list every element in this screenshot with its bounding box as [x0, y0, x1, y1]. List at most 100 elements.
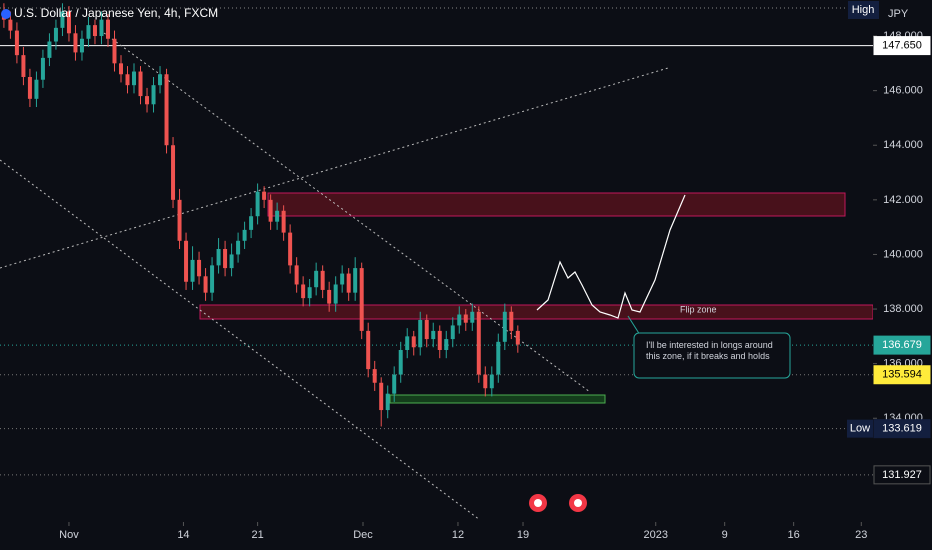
candle-body — [385, 393, 390, 411]
candle-body — [450, 325, 455, 340]
callout-pointer — [627, 315, 641, 336]
candle-body — [236, 240, 241, 255]
price-badge: 135.594 — [882, 369, 922, 381]
candle-body — [242, 229, 247, 241]
candle-body — [27, 76, 32, 99]
candle-body — [411, 336, 416, 348]
y-tick-label: 140.000 — [883, 248, 923, 260]
y-tick-label: 146.000 — [883, 85, 923, 97]
annotation: Flip zone — [680, 304, 717, 314]
candle-body — [138, 71, 143, 97]
candle-body — [268, 199, 273, 222]
price-badge: 133.619 — [882, 423, 922, 435]
candle-body — [424, 319, 429, 340]
candle-body — [314, 270, 319, 288]
candle-body — [327, 289, 332, 304]
candle-body — [405, 336, 410, 351]
candle-body — [203, 276, 208, 293]
candle-body — [418, 319, 423, 348]
candle-body — [118, 63, 123, 75]
candle-body — [353, 268, 358, 293]
candle-body — [79, 38, 84, 53]
y-tick-label: 138.000 — [883, 303, 923, 315]
callout: I'll be interested in longs around this … — [646, 340, 773, 361]
candle-body — [223, 248, 228, 269]
y-tick-label: 144.000 — [883, 139, 923, 151]
trend-line — [0, 67, 669, 269]
candle-body — [197, 259, 202, 277]
flip-zone — [199, 304, 874, 320]
currency: JPY — [888, 8, 909, 20]
callout-text: I'll be interested in longs around this … — [646, 340, 773, 361]
event-icon — [534, 499, 542, 507]
candle-body — [275, 210, 280, 222]
price-badge: 136.679 — [882, 339, 922, 351]
high-badge: High — [852, 4, 875, 16]
candle-body — [294, 265, 299, 285]
candle-body — [132, 71, 137, 86]
candle-body — [47, 41, 52, 58]
callout-box — [633, 332, 791, 379]
candle-body — [307, 287, 312, 299]
candle-body — [463, 314, 468, 323]
channel-line — [0, 159, 481, 521]
candle-body — [92, 25, 97, 37]
candle-body — [489, 374, 494, 389]
price-badge-box — [873, 419, 931, 439]
x-tick-label: 12 — [452, 529, 464, 541]
candle-body — [216, 248, 221, 266]
candle-body — [53, 27, 58, 42]
candle-body — [34, 79, 39, 99]
x-tick-label: 23 — [855, 529, 867, 541]
candle-body — [40, 57, 45, 80]
candle-body — [483, 374, 488, 389]
candle-body — [125, 74, 130, 86]
candle-body — [301, 284, 306, 299]
candle-body — [496, 341, 501, 375]
candle-body — [151, 85, 156, 105]
candle-body — [210, 265, 215, 293]
candle-body — [249, 216, 254, 230]
high-badge-box — [848, 1, 879, 19]
channel-line — [99, 29, 591, 393]
price-tag-box — [847, 419, 873, 438]
candle-body — [379, 382, 384, 411]
candle-body — [14, 30, 19, 56]
candle-body — [431, 330, 436, 340]
candle-body — [262, 191, 267, 200]
candle-body — [171, 145, 176, 200]
candle-body — [346, 273, 351, 293]
support-zone — [389, 394, 606, 404]
candle-body — [502, 311, 507, 342]
x-tick-label: 19 — [517, 529, 529, 541]
candle-body — [372, 369, 377, 383]
candle-body — [164, 74, 169, 146]
candle-body — [184, 240, 189, 282]
candle-body — [281, 210, 286, 233]
candle-body — [255, 191, 260, 217]
candle-body — [437, 330, 442, 351]
x-tick-label: Nov — [59, 529, 79, 541]
candle-body — [288, 232, 293, 266]
candle-body — [470, 311, 475, 323]
candle-body — [509, 311, 514, 331]
price-tag: Low — [850, 423, 870, 435]
price-badge-box — [873, 465, 931, 485]
price-badge: 147.650 — [882, 39, 922, 51]
resistance-zone — [267, 192, 846, 217]
y-tick-label: 142.000 — [883, 194, 923, 206]
candle-body — [444, 339, 449, 351]
candle-body — [190, 259, 195, 282]
x-tick-label: 14 — [177, 529, 189, 541]
candle-body — [8, 19, 13, 31]
price-badge-box — [873, 36, 931, 56]
candle-body — [105, 19, 110, 39]
candle-body — [158, 74, 163, 86]
candle-body — [177, 199, 182, 241]
candle-body — [66, 11, 71, 34]
candle-body — [398, 350, 403, 375]
price-badge-box — [873, 335, 931, 355]
candle-body — [457, 314, 462, 326]
candle-body — [21, 55, 26, 77]
